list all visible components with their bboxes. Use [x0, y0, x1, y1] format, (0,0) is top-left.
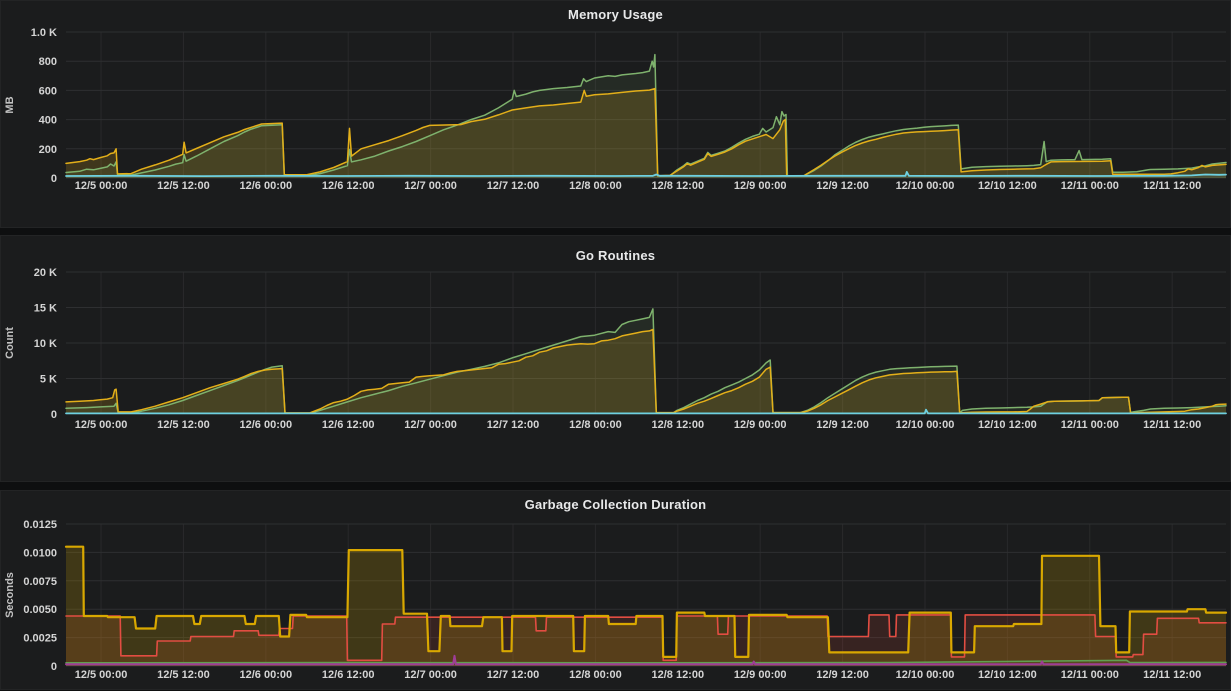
x-tick-label: 12/5 00:00: [75, 180, 128, 192]
x-tick-label: 12/11 00:00: [1061, 419, 1119, 431]
series-cyan-line: [65, 408, 1227, 415]
panel-title-gc-duration: Garbage Collection Duration: [524, 497, 707, 512]
x-tick-label: 12/10 00:00: [896, 180, 955, 192]
x-tick-label: 12/8 12:00: [651, 180, 704, 192]
panel-title-memory-usage: Memory Usage: [568, 7, 663, 22]
x-tick-label: 12/8 00:00: [569, 419, 622, 431]
y-tick-label: 0.0075: [23, 576, 57, 588]
x-tick-label: 12/11 12:00: [1143, 669, 1201, 681]
y-tick-label: 0: [51, 661, 57, 673]
x-tick-label: 12/11 12:00: [1143, 419, 1201, 431]
y-tick-label: 10 K: [34, 338, 57, 350]
x-tick-label: 12/8 12:00: [651, 669, 704, 681]
x-tick-label: 12/8 00:00: [569, 180, 622, 192]
x-tick-label: 12/6 00:00: [240, 419, 293, 431]
series-yellow-fill: [66, 88, 1226, 178]
series-yellow-line: [65, 328, 1227, 414]
x-tick-label: 12/6 00:00: [240, 180, 293, 192]
series-green-fill: [66, 54, 1226, 178]
x-tick-label: 12/5 00:00: [75, 669, 128, 681]
x-tick-label: 12/9 12:00: [816, 180, 869, 192]
x-tick-label: 12/11 00:00: [1061, 180, 1119, 192]
x-tick-label: 12/11 12:00: [1143, 180, 1201, 192]
series-yellow-line: [65, 87, 1227, 177]
y-tick-label: 15 K: [34, 303, 57, 315]
series-yellow-fill: [66, 329, 1226, 414]
x-tick-label: 12/7 12:00: [487, 669, 540, 681]
x-tick-label: 12/10 12:00: [978, 419, 1037, 431]
y-tick-label: 600: [39, 85, 57, 97]
y-axis-unit-label: MB: [4, 96, 16, 113]
x-tick-label: 12/6 12:00: [322, 669, 375, 681]
series-yellow-line: [64, 545, 1228, 658]
y-tick-label: 0.0025: [23, 633, 57, 645]
x-tick-label: 12/10 00:00: [896, 419, 955, 431]
x-tick-label: 12/10 12:00: [978, 180, 1037, 192]
gc-duration-chart[interactable]: 12/5 00:00 12/5 12:00 12/6 00:00 12/6 12:00…: [1, 491, 1231, 691]
series-purple-line: [65, 654, 1227, 666]
y-tick-label: 800: [39, 56, 57, 68]
y-tick-label: 0: [51, 173, 57, 185]
x-tick-label: 12/9 00:00: [734, 419, 787, 431]
x-tick-label: 12/9 12:00: [816, 669, 869, 681]
series-green-fill: [66, 308, 1226, 414]
x-tick-label: 12/5 12:00: [157, 180, 210, 192]
y-tick-label: 400: [39, 115, 57, 127]
x-tick-label: 12/9 00:00: [734, 669, 787, 681]
series-green-line: [65, 53, 1227, 177]
x-tick-label: 12/7 12:00: [487, 419, 540, 431]
y-axis-unit-label: Count: [4, 327, 16, 359]
series-yellow-fill: [66, 546, 1226, 666]
x-tick-label: 12/8 12:00: [651, 419, 704, 431]
go-routines-plot[interactable]: 12/5 00:00 12/5 12:00 12/6 00:00 12/6 12:00…: [1, 236, 1230, 481]
y-tick-label: 20 K: [34, 267, 57, 279]
x-tick-label: 12/7 00:00: [404, 669, 457, 681]
x-tick-label: 12/9 12:00: [816, 419, 869, 431]
gc-duration-plot[interactable]: 12/5 00:00 12/5 12:00 12/6 00:00 12/6 12:00…: [1, 491, 1230, 689]
x-tick-label: 12/6 12:00: [322, 180, 375, 192]
memory-usage-chart[interactable]: 12/5 00:00 12/5 12:00 12/6 00:00 12/6 12:00…: [1, 1, 1231, 229]
y-tick-label: 0.0125: [23, 519, 57, 531]
x-tick-label: 12/5 12:00: [157, 419, 210, 431]
y-tick-label: 0.0100: [23, 547, 57, 559]
x-tick-label: 12/10 00:00: [896, 669, 955, 681]
y-tick-label: 1.0 K: [31, 27, 57, 39]
panel-gc-duration: Garbage Collection Duration 12/5 00:00 12…: [0, 490, 1231, 690]
memory-usage-plot[interactable]: 12/5 00:00 12/5 12:00 12/6 00:00 12/6 12:00…: [1, 1, 1230, 227]
x-tick-label: 12/7 00:00: [404, 180, 457, 192]
x-tick-label: 12/10 12:00: [978, 669, 1037, 681]
series-red-fill: [66, 614, 1226, 666]
x-tick-label: 12/7 12:00: [487, 180, 540, 192]
series-cyan-line: [65, 171, 1227, 177]
panel-title-go-routines: Go Routines: [575, 248, 656, 263]
y-tick-label: 0: [51, 409, 57, 421]
x-tick-label: 12/5 12:00: [157, 669, 210, 681]
y-tick-label: 5 K: [40, 374, 57, 386]
y-tick-label: 200: [39, 144, 57, 156]
x-tick-label: 12/7 00:00: [404, 419, 457, 431]
x-tick-label: 12/5 00:00: [75, 419, 128, 431]
x-tick-label: 12/6 00:00: [240, 669, 293, 681]
x-tick-label: 12/8 00:00: [569, 669, 622, 681]
y-axis-unit-label: Seconds: [4, 572, 16, 618]
panel-memory-usage: Memory Usage 12/5 00:00 12/5 12:00 12/6 00…: [0, 0, 1231, 228]
go-routines-chart[interactable]: 12/5 00:00 12/5 12:00 12/6 00:00 12/6 12:00…: [1, 236, 1231, 483]
x-tick-label: 12/11 00:00: [1061, 669, 1119, 681]
panel-go-routines: Go Routines 12/5 00:00 12/5 12:00 12/6 00:…: [0, 235, 1231, 482]
y-tick-label: 0.0050: [23, 604, 57, 616]
x-tick-label: 12/6 12:00: [322, 419, 375, 431]
x-tick-label: 12/9 00:00: [734, 180, 787, 192]
series-green-line: [65, 659, 1227, 664]
